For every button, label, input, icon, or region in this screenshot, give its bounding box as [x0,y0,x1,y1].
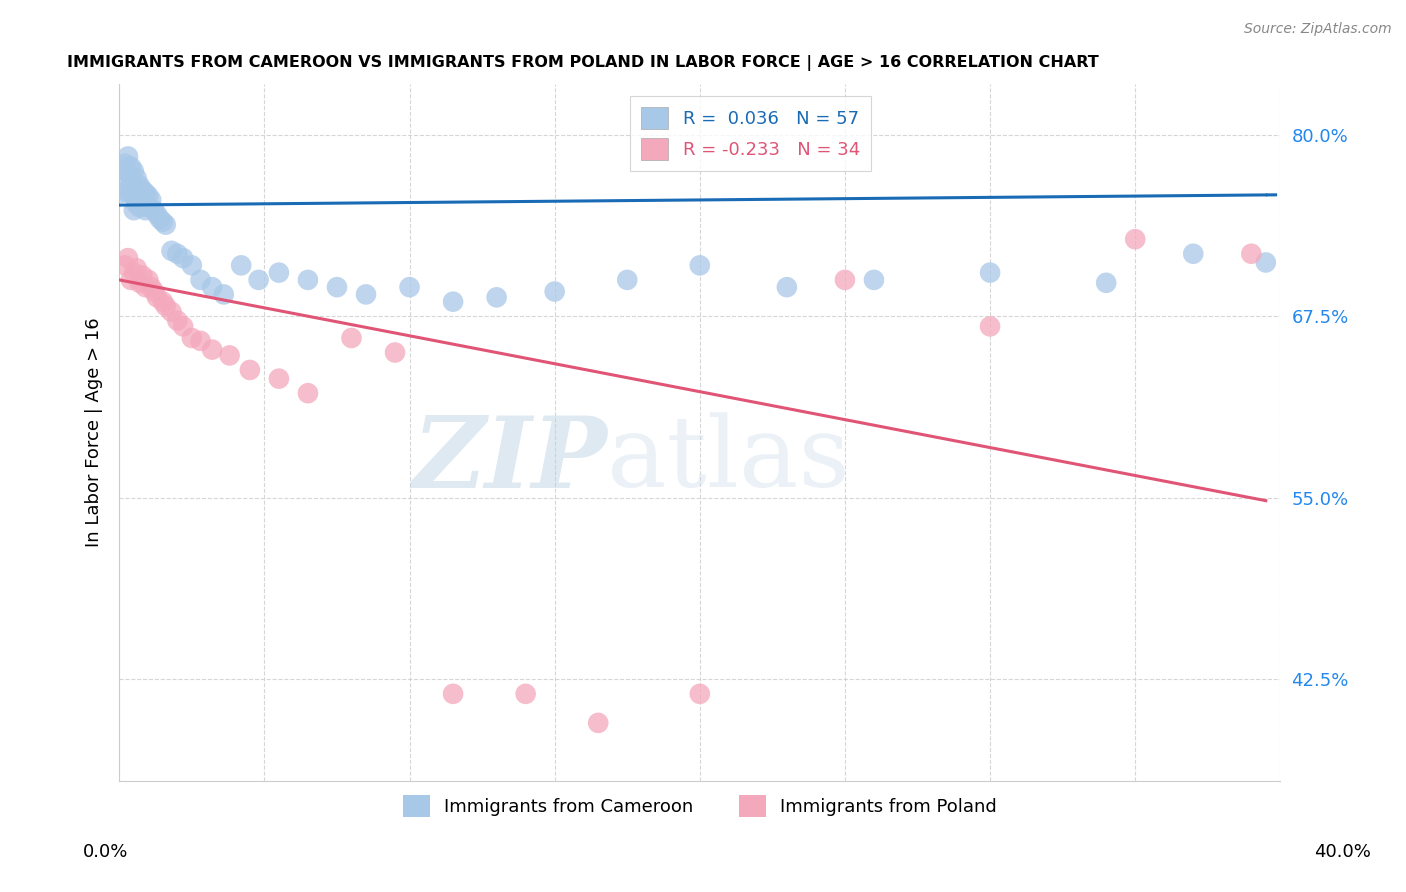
Point [128,200,150,214]
Point [143,285,166,299]
Point [136,273,159,287]
Point [125,171,148,186]
Point [1095,276,1118,290]
Text: ZIP: ZIP [412,412,607,508]
Point [131,183,153,197]
Point [122,178,145,193]
Point [122,203,145,218]
Point [117,251,139,265]
Point [131,188,153,202]
Point [441,294,464,309]
Point [863,273,886,287]
Point [515,687,537,701]
Point [143,203,166,218]
Point [120,273,142,287]
Point [111,186,134,200]
Point [131,268,153,283]
Point [218,348,240,362]
Point [128,276,150,290]
Point [201,343,224,357]
Point [201,280,224,294]
Point [689,258,711,272]
Point [231,258,253,272]
Point [146,290,169,304]
Point [267,372,290,386]
Point [125,261,148,276]
Point [134,280,156,294]
Point [166,246,188,260]
Point [125,186,148,200]
Point [247,273,270,287]
Point [128,193,150,207]
Point [586,715,609,730]
Point [122,266,145,280]
Point [190,273,212,287]
Point [616,273,638,287]
Point [1123,232,1146,246]
Point [166,313,188,327]
Point [239,363,262,377]
Point [134,203,156,218]
Text: atlas: atlas [607,412,849,508]
Point [114,258,136,272]
Point [979,319,1001,334]
Point [155,299,177,313]
Point [1240,246,1263,260]
Point [155,218,177,232]
Point [120,160,142,174]
Point [152,215,174,229]
Point [979,266,1001,280]
Point [136,200,159,214]
Point [354,287,377,301]
Point [212,287,235,301]
Point [149,211,172,226]
Text: 40.0%: 40.0% [1315,843,1371,861]
Point [485,290,508,304]
Point [125,197,148,211]
Point [160,305,183,319]
Point [136,188,159,202]
Point [141,280,163,294]
Point [834,273,856,287]
Point [120,171,142,186]
Point [120,186,142,200]
Text: Source: ZipAtlas.com: Source: ZipAtlas.com [1244,22,1392,37]
Text: IMMIGRANTS FROM CAMEROON VS IMMIGRANTS FROM POLAND IN LABOR FORCE | AGE > 16 COR: IMMIGRANTS FROM CAMEROON VS IMMIGRANTS F… [67,55,1098,71]
Point [134,186,156,200]
Text: 0.0%: 0.0% [83,843,128,861]
Point [172,251,194,265]
Point [776,280,799,294]
Point [122,164,145,178]
Point [180,258,202,272]
Point [141,193,163,207]
Legend: Immigrants from Cameroon, Immigrants from Poland: Immigrants from Cameroon, Immigrants fro… [395,788,1004,824]
Point [190,334,212,348]
Point [160,244,183,258]
Point [114,157,136,171]
Point [117,149,139,163]
Point [152,294,174,309]
Point [1182,246,1205,260]
Point [267,266,290,280]
Point [340,331,363,345]
Point [441,687,464,701]
Y-axis label: In Labor Force | Age > 16: In Labor Force | Age > 16 [86,318,103,547]
Point [146,208,169,222]
Point [297,273,319,287]
Point [384,345,406,359]
Point [117,186,139,200]
Point [297,386,319,401]
Point [398,280,420,294]
Point [326,280,349,294]
Point [172,319,194,334]
Point [180,331,202,345]
Point [117,171,139,186]
Point [689,687,711,701]
Point [128,178,150,193]
Point [544,285,567,299]
Point [120,178,142,193]
Point [114,164,136,178]
Point [122,188,145,202]
Point [1254,255,1277,269]
